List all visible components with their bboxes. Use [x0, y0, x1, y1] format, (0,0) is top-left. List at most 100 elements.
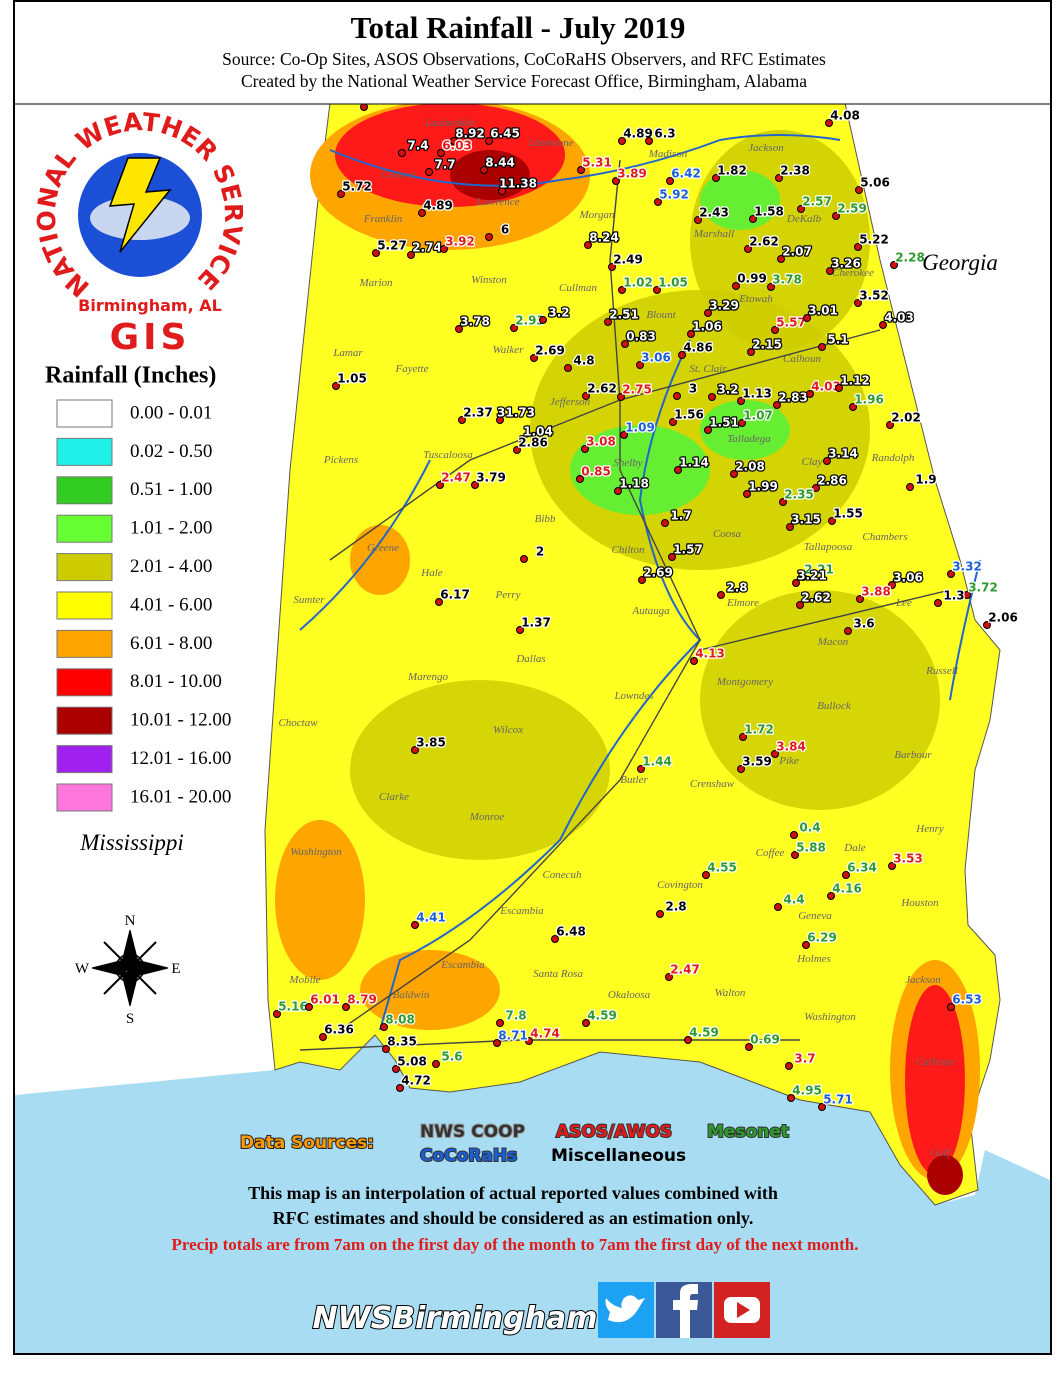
station-value: 3.01 [808, 304, 838, 318]
county-label: Dale [843, 842, 866, 854]
station-value: 1.96 [854, 393, 884, 407]
station-dot [653, 286, 661, 294]
station-value: 2 [536, 545, 544, 559]
station-value: 6.17 [440, 588, 470, 602]
county-label: Okaloosa [608, 989, 651, 1001]
legend-swatch [56, 783, 113, 812]
station-dot [802, 941, 810, 949]
county-label: Jackson [905, 974, 941, 986]
station-dot [963, 591, 971, 599]
station-value: 1.72 [744, 723, 774, 737]
highways [299, 159, 951, 1051]
legend-label: 12.01 - 16.00 [130, 748, 231, 769]
source-asos: ASOS/AWOS [556, 1122, 672, 1142]
station-dot [332, 382, 340, 390]
station-value: 2.62 [587, 382, 617, 396]
station-dot [785, 1062, 793, 1070]
station-dot [485, 233, 493, 241]
station-dot [767, 283, 775, 291]
station-value: 1.3 [943, 589, 964, 603]
station-dot [458, 416, 466, 424]
subtitle: Source: Co-Op Sites, ASOS Observations, … [222, 49, 826, 69]
station-value: 2.86 [518, 436, 548, 450]
county-label: Marshall [693, 228, 734, 240]
rain-shading [275, 100, 980, 1195]
station-value: 2.21 [804, 563, 834, 577]
shade-green-3 [700, 170, 780, 230]
county-label: Bullock [817, 700, 852, 712]
station-dot [702, 871, 710, 879]
station-dot [584, 241, 592, 249]
station-value: 1.13 [742, 387, 772, 401]
station-labels: 8.84.088.926.454.896.37.46.035.317.78.44… [273, 91, 1019, 1111]
station-value: 8.24 [589, 231, 619, 245]
station-value: 2.69 [643, 566, 673, 580]
station-dot [717, 591, 725, 599]
station-dot [730, 470, 738, 478]
station-value: 2.83 [778, 391, 808, 405]
county-label: Lamar [332, 347, 363, 359]
station-value: 2.28 [895, 251, 925, 265]
station-dot [773, 401, 781, 409]
station-dot [618, 137, 626, 145]
station-dot [774, 903, 782, 911]
station-value: 1.14 [679, 456, 709, 470]
station-dot [360, 103, 368, 111]
station-dot [825, 119, 833, 127]
county-label: Franklin [363, 213, 403, 225]
station-dot [668, 553, 676, 561]
station-value: 6.01 [310, 993, 340, 1007]
county-label: Choctaw [278, 717, 318, 729]
station-dot [818, 1103, 826, 1111]
county-label: Baldwin [393, 989, 430, 1001]
station-dot [673, 392, 681, 400]
station-dot [319, 1033, 327, 1041]
station-dot [480, 166, 488, 174]
station-dot [826, 267, 834, 275]
station-value: 8.79 [347, 993, 377, 1007]
station-dot [436, 481, 444, 489]
station-dot [305, 1003, 313, 1011]
station-value: 0.69 [750, 1033, 780, 1047]
source-mesonet: Mesonet [707, 1122, 789, 1142]
station-value: 7.4 [407, 139, 428, 153]
station-value: 31.73 [497, 406, 535, 420]
logo-bolt [108, 157, 172, 253]
station-value: 3.78 [460, 315, 490, 329]
station-value: 1.12 [840, 374, 870, 388]
station-dot [418, 209, 426, 217]
county-label: Russell [925, 665, 958, 677]
station-value: 0.85 [581, 465, 611, 479]
station-value: 1.9 [915, 473, 936, 487]
station-value: 1.05 [658, 276, 688, 290]
station-dot [799, 573, 807, 581]
station-value: 4.08 [830, 109, 860, 123]
county-label: Coosa [713, 528, 742, 540]
station-dot [425, 168, 433, 176]
county-label: Coffee [756, 847, 785, 859]
station-dot [777, 255, 785, 263]
station-dot [392, 1065, 400, 1073]
station-dot [947, 1003, 955, 1011]
station-dot [450, 137, 458, 145]
county-label: Pickens [323, 454, 358, 466]
station-value: 1.56 [674, 408, 704, 422]
station-value: 4.95 [792, 1084, 822, 1098]
highway-i65 [339, 159, 701, 1031]
station-value: 8.08 [385, 1013, 415, 1027]
station-dot [888, 581, 896, 589]
station-value: 6.34 [847, 861, 877, 875]
station-dot [934, 599, 942, 607]
county-label: Chilton [611, 544, 645, 556]
shade-darkred-n [450, 150, 530, 200]
county-label: Madison [648, 148, 688, 160]
station-dot [906, 483, 914, 491]
county-label: Lee [895, 597, 912, 609]
station-value: 3.89 [617, 167, 647, 181]
station-value: 3.14 [828, 447, 858, 461]
legend-label: 0.00 - 0.01 [130, 402, 212, 423]
legend-swatch [56, 629, 113, 658]
station-value: 7.8 [505, 1009, 526, 1023]
station-dot [771, 326, 779, 334]
station-dot [835, 384, 843, 392]
